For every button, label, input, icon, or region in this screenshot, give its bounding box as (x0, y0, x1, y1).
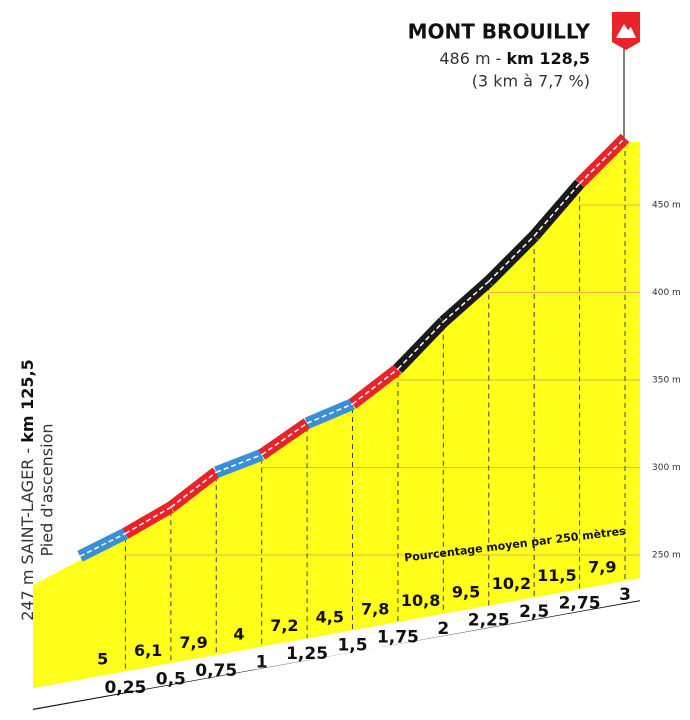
x-tick-label: 2 (437, 619, 449, 639)
x-tick-label: 2,25 (468, 610, 510, 630)
gradient-label: 7,2 (270, 616, 298, 635)
y-tick-label: 350 m (652, 376, 681, 386)
gradient-label: 7,9 (588, 558, 616, 577)
flag (612, 12, 640, 142)
gradient-label: 7,8 (361, 599, 389, 618)
ridge-dash (215, 454, 262, 473)
ridge-dash (125, 506, 172, 535)
x-tick-label: 0,25 (104, 678, 146, 698)
start-km: km 125,5 (18, 359, 37, 443)
start-group: 247 m SAINT-LAGER - km 125,5 Pied d'asce… (18, 359, 57, 620)
x-tick-label: 0,5 (156, 670, 186, 690)
x-tick-label: 1,75 (377, 627, 419, 647)
chart-title: MONT BROUILLY (408, 20, 591, 44)
x-tick-label: 3 (619, 585, 631, 605)
gradient-label: 10,8 (401, 591, 440, 610)
start-note: Pied d'ascension (38, 423, 57, 556)
start-info: 247 m SAINT-LAGER - km 125,5 (18, 359, 37, 620)
ridge-dash (261, 422, 308, 456)
summit-km: km 128,5 (507, 49, 591, 68)
ridge-dash (579, 137, 626, 185)
ridge-dash (442, 280, 490, 323)
gradient-label: 7,9 (179, 633, 207, 652)
x-tick-label: 0,75 (195, 661, 237, 681)
gradient-label: 10,2 (492, 574, 531, 593)
ridge-dash (488, 235, 535, 283)
ridge-dash (79, 532, 126, 557)
base-band (33, 600, 640, 711)
ridge-dash (533, 183, 581, 237)
ridge-dash (170, 471, 217, 508)
gradient-label: 9,5 (452, 583, 480, 602)
x-tick-label: 2,75 (559, 593, 601, 613)
summary: (3 km à 7,7 %) (472, 72, 590, 91)
gradient-label: 4 (233, 624, 244, 643)
gradient-label: 6,1 (134, 641, 162, 660)
gradient-label: 4,5 (316, 608, 344, 627)
x-tick-label: 1,25 (286, 644, 328, 664)
ridge-dash (352, 368, 399, 405)
x-tick-label: 2,5 (519, 602, 549, 622)
ridge-dash (397, 321, 444, 370)
x-tick-label: 1,5 (337, 636, 367, 656)
gradient-label: 5 (97, 650, 108, 669)
y-tick-label: 250 m (652, 551, 681, 561)
y-tick-label: 300 m (652, 463, 681, 473)
y-tick-label: 400 m (652, 288, 681, 298)
y-tick-label: 450 m (652, 201, 681, 211)
summit-info: 486 m - km 128,5 (439, 49, 590, 68)
x-tick-label: 1 (256, 653, 268, 673)
start-label: 247 m SAINT-LAGER - (18, 443, 37, 621)
summit-elevation: 486 m - (439, 49, 506, 68)
gradient-label: 11,5 (537, 566, 576, 585)
ridge-dash (306, 403, 353, 424)
